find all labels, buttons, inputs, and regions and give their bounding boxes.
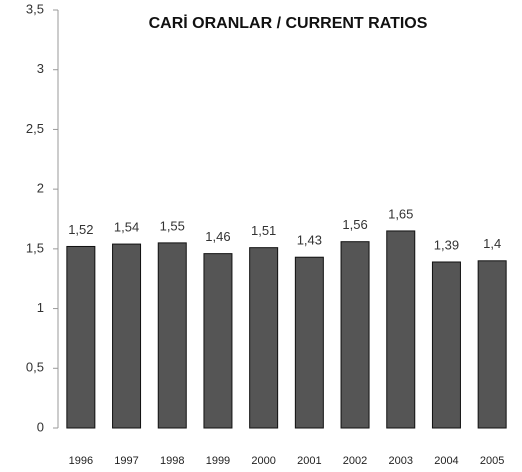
bar [203, 253, 233, 429]
y-tick-label: 1,5 [26, 240, 44, 255]
value-label: 1,4 [483, 236, 501, 251]
value-label: 1,43 [297, 233, 322, 248]
y-tick-label: 3 [37, 61, 44, 76]
bar [340, 241, 370, 429]
value-label: 1,52 [68, 222, 93, 237]
x-tick-label: 1999 [206, 455, 230, 467]
y-tick-label: 2 [37, 181, 44, 196]
bar [386, 230, 416, 429]
y-tick-label: 0 [37, 419, 44, 434]
x-tick-label: 2005 [480, 455, 504, 467]
bar [249, 247, 279, 429]
chart-title: CARİ ORANLAR / CURRENT RATIOS [149, 14, 428, 32]
bar [294, 256, 324, 429]
bar [431, 261, 461, 429]
x-tick-label: 2001 [297, 455, 321, 467]
y-tick-label: 0,5 [26, 360, 44, 375]
value-label: 1,54 [114, 220, 139, 235]
value-label: 1,46 [205, 229, 230, 244]
x-tick-label: 2004 [434, 455, 458, 467]
value-label: 1,39 [434, 237, 459, 252]
value-label: 1,51 [251, 223, 276, 238]
y-tick-label: 3,5 [26, 1, 44, 16]
bar [477, 260, 507, 429]
value-label: 1,65 [388, 206, 413, 221]
x-tick-label: 1998 [160, 455, 184, 467]
x-tick-label: 1996 [69, 455, 93, 467]
bar [112, 243, 142, 429]
bar [157, 242, 187, 429]
value-label: 1,55 [160, 218, 185, 233]
x-tick-label: 2003 [389, 455, 413, 467]
x-tick-label: 2000 [251, 455, 275, 467]
y-tick-label: 2,5 [26, 121, 44, 136]
x-tick-label: 2002 [343, 455, 367, 467]
bar [66, 245, 96, 429]
y-tick-label: 1 [37, 300, 44, 315]
value-label: 1,56 [342, 217, 367, 232]
x-tick-label: 1997 [114, 455, 138, 467]
